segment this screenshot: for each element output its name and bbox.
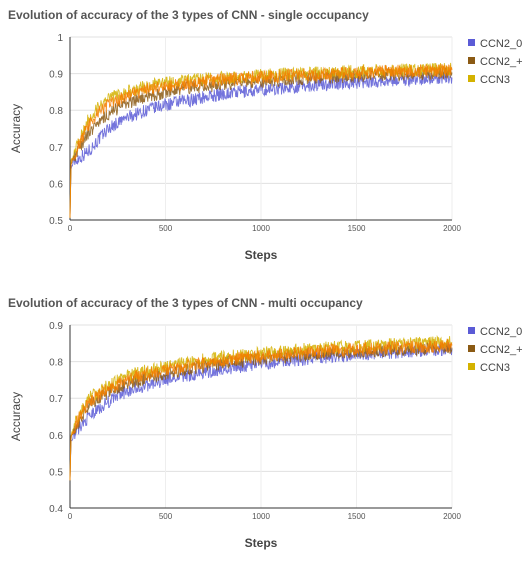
series-line xyxy=(69,343,453,481)
legend-swatch xyxy=(468,327,475,334)
y-tick-label: 0.7 xyxy=(49,143,63,154)
series-line xyxy=(69,338,453,481)
series-line xyxy=(69,63,453,218)
legend-swatch xyxy=(468,57,475,64)
chart-single-occupancy: Evolution of accuracy of the 3 types of … xyxy=(0,0,529,275)
legend-label: CCN2_+ xyxy=(480,344,523,356)
legend-label: CCN3 xyxy=(480,74,510,86)
x-tick-label: 2000 xyxy=(443,512,461,521)
y-tick-label: 0.6 xyxy=(49,179,63,190)
y-axis-title: Accuracy xyxy=(9,104,23,153)
y-tick-label: 0.7 xyxy=(49,394,63,405)
x-tick-label: 1500 xyxy=(348,512,366,521)
x-axis-title: Steps xyxy=(245,536,278,550)
legend-swatch xyxy=(468,345,475,352)
series-line xyxy=(69,70,453,218)
chart-title: Evolution of accuracy of the 3 types of … xyxy=(8,8,369,22)
x-tick-label: 500 xyxy=(159,224,173,233)
y-tick-label: 0.8 xyxy=(49,358,63,369)
y-tick-label: 1 xyxy=(57,33,63,44)
x-tick-label: 1500 xyxy=(348,224,366,233)
legend-label: CCN3 xyxy=(480,362,510,374)
x-axis-title: Steps xyxy=(245,248,278,262)
x-tick-label: 0 xyxy=(68,512,73,521)
legend-label: CCN2_+ xyxy=(480,56,523,68)
x-tick-label: 0 xyxy=(68,224,73,233)
x-tick-label: 500 xyxy=(159,512,173,521)
y-tick-label: 0.9 xyxy=(49,321,63,332)
y-tick-label: 0.4 xyxy=(49,504,63,515)
chart-multi-occupancy: Evolution of accuracy of the 3 types of … xyxy=(0,288,529,563)
series-line xyxy=(69,334,453,481)
y-tick-label: 0.6 xyxy=(49,431,63,442)
x-tick-label: 1000 xyxy=(252,224,270,233)
legend-label: CCN2_0 xyxy=(480,326,522,338)
legend-swatch xyxy=(468,39,475,46)
y-tick-label: 0.5 xyxy=(49,216,63,227)
x-tick-label: 2000 xyxy=(443,224,461,233)
legend-swatch xyxy=(468,75,475,82)
legend-swatch xyxy=(468,363,475,370)
y-axis-title: Accuracy xyxy=(9,392,23,441)
chart-canvas: 0.4 0.5 0.6 0.7 0.8 0.9 0 500 1000 1500 2000 Steps A… xyxy=(9,321,523,550)
y-tick-label: 0.5 xyxy=(49,467,63,478)
x-tick-label: 1000 xyxy=(252,512,270,521)
y-tick-label: 0.9 xyxy=(49,70,63,81)
y-tick-label: 0.8 xyxy=(49,106,63,117)
chart-canvas: 0.5 0.6 0.7 0.8 0.9 1 0 500 1000 1500 2000 Steps Acc… xyxy=(9,33,523,262)
chart-title: Evolution of accuracy of the 3 types of … xyxy=(8,296,363,310)
legend-label: CCN2_0 xyxy=(480,38,522,50)
